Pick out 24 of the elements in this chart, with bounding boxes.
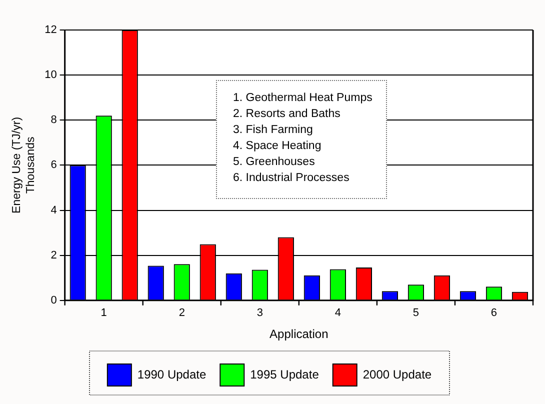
annotation: 3. Fish Farming: [233, 123, 314, 138]
annotation: 2. Resorts and Baths: [233, 107, 342, 122]
x-tick-label: 3: [256, 307, 263, 320]
x-tick-label: 4: [334, 307, 341, 320]
annotation: 4. Space Heating: [233, 139, 322, 154]
legend-label: 1990 Update: [137, 367, 206, 382]
x-tick-label: 5: [412, 307, 420, 320]
y-tick-label: 12: [44, 24, 57, 36]
y-tick-label: 6: [50, 159, 57, 172]
y-tick-label: 0: [50, 294, 57, 306]
y-tick-label: 10: [44, 69, 57, 82]
y-tick-label: 8: [50, 114, 57, 126]
legend-label: 1995 Update: [250, 367, 320, 382]
y-tick-label: 2: [50, 249, 57, 262]
y-axis-title: Energy Use (TJ/yr) Thousands: [11, 116, 37, 214]
x-tick-label: 1: [100, 307, 107, 320]
annotation: 5. Greenhouses: [233, 155, 316, 170]
annotation: 1. Geothermal Heat Pumps: [233, 91, 372, 106]
x-tick-label: 2: [178, 307, 185, 320]
annotation: 6. Industrial Processes: [233, 171, 350, 186]
x-axis-title: Application: [270, 327, 328, 342]
legend-label: 2000 Update: [362, 367, 432, 382]
y-tick-label: 4: [50, 204, 57, 216]
x-tick-label: 6: [490, 307, 498, 320]
